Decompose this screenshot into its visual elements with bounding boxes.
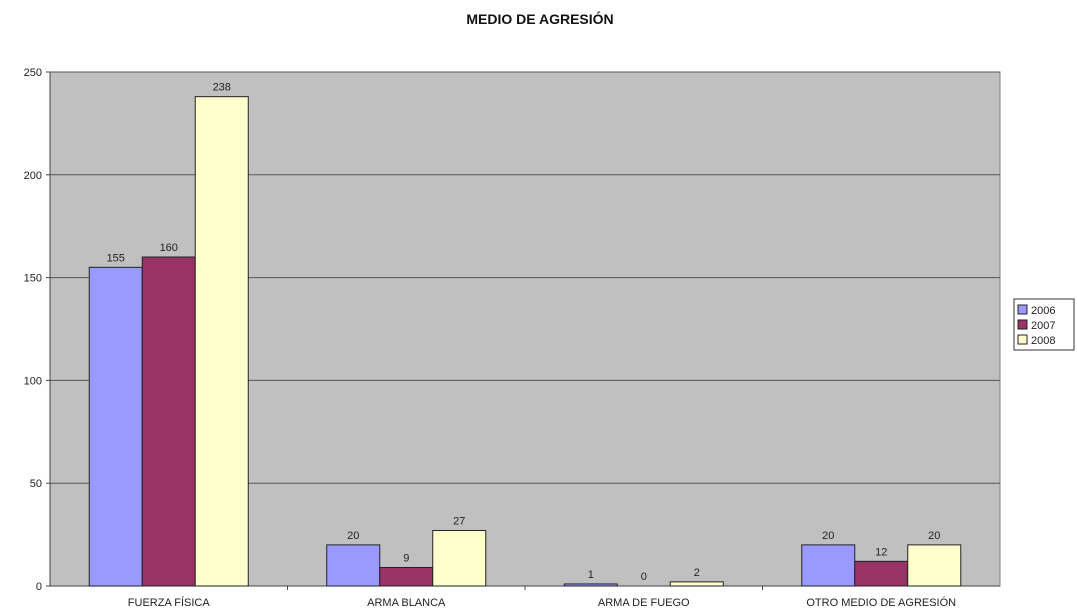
- x-tick-label-3: OTRO MEDIO DE AGRESIÓN: [806, 596, 956, 609]
- bar-2006-3: [801, 544, 856, 587]
- y-tick-label-200: 200: [24, 170, 42, 182]
- y-tick-label-0: 0: [36, 581, 42, 593]
- data-label-2006-0: 155: [107, 252, 125, 264]
- legend-label-2006: 2006: [1031, 305, 1055, 317]
- data-label-2006-2: 1: [588, 569, 594, 581]
- chart-title: MEDIO DE AGRESIÓN: [466, 10, 613, 27]
- y-tick-label-150: 150: [24, 273, 42, 285]
- bar-2007-3: [854, 560, 909, 587]
- x-tick-label-2: ARMA DE FUEGO: [598, 597, 690, 609]
- y-tick-label-100: 100: [24, 375, 42, 387]
- legend-label-2008: 2008: [1031, 335, 1055, 347]
- x-tick-label-1: ARMA BLANCA: [367, 597, 446, 609]
- data-label-2006-1: 20: [347, 530, 359, 542]
- data-label-2007-3: 12: [875, 546, 887, 558]
- data-label-2007-0: 160: [160, 242, 178, 254]
- bar-2007-0: [141, 256, 196, 587]
- bar-2008-2: [669, 581, 724, 587]
- data-label-2007-1: 9: [403, 552, 409, 564]
- legend-swatch-2008: [1017, 334, 1028, 345]
- legend-label-2007: 2007: [1031, 320, 1055, 332]
- x-tick-label-0: FUERZA FÍSICA: [128, 596, 211, 609]
- y-tick-label-50: 50: [30, 478, 42, 490]
- data-label-2008-0: 238: [213, 82, 231, 94]
- data-label-2008-2: 2: [694, 567, 700, 579]
- legend: 2006 2007 2008: [1013, 298, 1075, 351]
- legend-swatch-2006: [1017, 304, 1028, 315]
- data-label-2007-2: 0: [641, 571, 647, 583]
- data-label-2008-3: 20: [928, 530, 940, 542]
- legend-swatch-2007: [1017, 319, 1028, 330]
- bar-2006-1: [326, 544, 381, 587]
- bar-2006-0: [88, 266, 143, 587]
- bar-2008-1: [432, 529, 487, 587]
- y-tick-label-250: 250: [24, 67, 42, 79]
- data-label-2006-3: 20: [822, 530, 834, 542]
- bar-2008-3: [907, 544, 962, 587]
- data-label-2008-1: 27: [453, 515, 465, 527]
- bar-2006-2: [563, 583, 618, 587]
- bar-2008-0: [194, 96, 249, 587]
- bar-2007-1: [379, 566, 434, 587]
